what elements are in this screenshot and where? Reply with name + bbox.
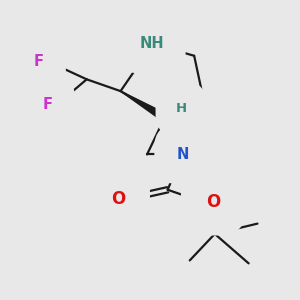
Text: O: O [111,190,125,208]
Text: H: H [176,102,187,115]
Text: O: O [206,193,220,211]
Text: F: F [34,54,44,69]
Polygon shape [121,91,167,121]
Text: NH: NH [139,37,164,52]
Text: N: N [176,147,189,162]
Text: F: F [43,97,53,112]
